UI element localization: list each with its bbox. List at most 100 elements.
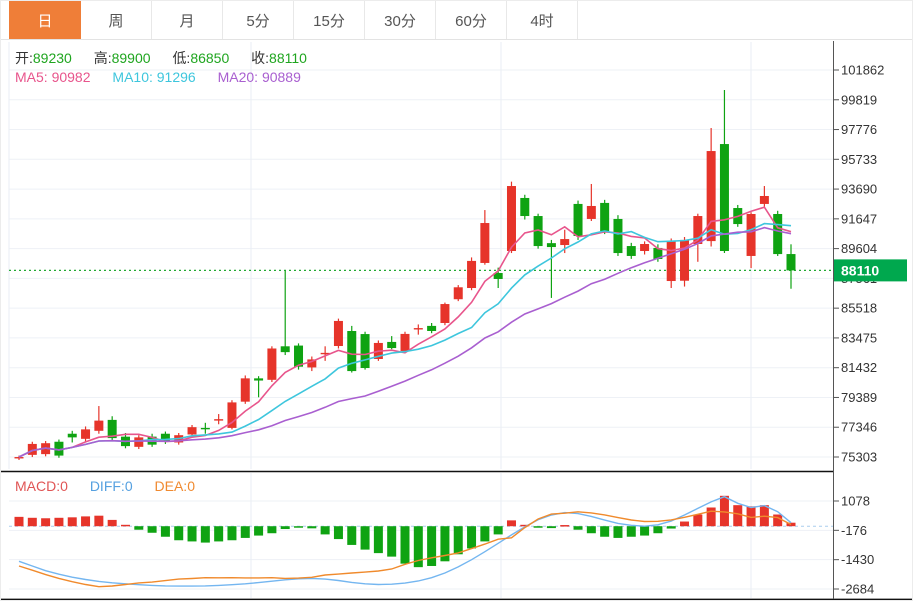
diff-value: 0: [124, 478, 133, 494]
candle-body[interactable]: [54, 441, 64, 456]
candle-body[interactable]: [333, 320, 343, 347]
candles[interactable]: [14, 89, 796, 460]
candle-body[interactable]: [240, 378, 250, 402]
candle-body[interactable]: [586, 205, 596, 219]
macd-bar: [360, 526, 370, 550]
tab-30min[interactable]: 30分: [365, 1, 436, 39]
candle-body[interactable]: [560, 239, 570, 246]
candle-body[interactable]: [706, 151, 716, 242]
ma5-value: 90982: [51, 69, 91, 85]
candle-body[interactable]: [267, 348, 277, 380]
candle-body[interactable]: [719, 144, 729, 252]
close-value: 88110: [269, 50, 307, 66]
price-tick-label: 77346: [841, 420, 877, 435]
candle-body[interactable]: [200, 427, 210, 430]
macd-bar: [440, 526, 450, 562]
candle-body[interactable]: [533, 216, 543, 247]
macd-bar: [373, 526, 383, 554]
candle-body[interactable]: [227, 402, 237, 428]
price-tick-label: 91647: [841, 211, 877, 226]
macd-bar: [467, 526, 477, 549]
candle-body[interactable]: [680, 239, 690, 281]
y-axis-labels: 1018629981997776957339369091647896048756…: [833, 63, 884, 597]
candle-body[interactable]: [666, 240, 676, 282]
candle-body[interactable]: [693, 216, 703, 245]
candle-body[interactable]: [360, 334, 370, 369]
low-label: 低:: [172, 50, 191, 66]
current-price-badge-text: 88110: [841, 262, 879, 278]
tab-60min[interactable]: 60分: [436, 1, 507, 39]
diff-line: [18, 495, 792, 587]
macd-bar: [613, 526, 623, 538]
diff-label: DIFF:: [89, 478, 125, 494]
candle-body[interactable]: [280, 346, 290, 353]
price-tick-label: 85518: [841, 301, 877, 316]
macd-bar: [240, 526, 250, 538]
tab-5min[interactable]: 5分: [223, 1, 294, 39]
candle-body[interactable]: [467, 260, 477, 289]
macd-bar: [227, 526, 237, 541]
macd-bar: [307, 526, 317, 529]
candle-body[interactable]: [347, 331, 357, 372]
candle-body[interactable]: [626, 246, 636, 256]
ma5-label: MA5:: [15, 69, 48, 85]
candle-body[interactable]: [440, 304, 450, 323]
dea-label: DEA:: [154, 478, 188, 494]
candle-body[interactable]: [453, 287, 463, 300]
candle-body[interactable]: [413, 328, 423, 330]
candle-body[interactable]: [546, 243, 556, 248]
candle-body[interactable]: [640, 244, 650, 252]
macd-bar: [254, 526, 264, 536]
candle-body[interactable]: [613, 218, 623, 254]
candle-body[interactable]: [653, 247, 663, 260]
macd-bar: [773, 514, 783, 527]
price-tick-label: 99819: [841, 92, 877, 107]
candle-body[interactable]: [254, 378, 264, 381]
macd-bar: [107, 519, 117, 527]
candle-body[interactable]: [27, 443, 37, 455]
candle-body[interactable]: [134, 437, 144, 447]
tab-4hour[interactable]: 4时: [507, 1, 578, 39]
candle-body[interactable]: [160, 433, 170, 442]
candle-body[interactable]: [187, 427, 197, 435]
candle-body[interactable]: [107, 419, 117, 439]
macd-bar: [640, 526, 650, 536]
candle-body[interactable]: [506, 186, 516, 252]
candle-body[interactable]: [67, 433, 77, 438]
candle-body[interactable]: [81, 429, 91, 439]
macd-tick-label: 1078: [841, 494, 870, 509]
candle-body[interactable]: [400, 333, 410, 351]
tab-day[interactable]: 日: [9, 1, 81, 39]
macd-bar: [693, 514, 703, 527]
macd-bar: [573, 526, 583, 530]
candle-body[interactable]: [746, 213, 756, 256]
candle-body[interactable]: [773, 213, 783, 255]
ma20-label: MA20:: [217, 69, 259, 85]
candle-body[interactable]: [307, 359, 317, 368]
macd-bar: [27, 517, 37, 527]
tab-15min[interactable]: 15分: [294, 1, 365, 39]
macd-bar: [267, 526, 277, 534]
candle-body[interactable]: [493, 273, 503, 279]
candle-body[interactable]: [14, 457, 24, 459]
macd-bar: [41, 518, 51, 527]
candle-body[interactable]: [427, 325, 437, 332]
candle-body[interactable]: [387, 341, 397, 349]
candle-body[interactable]: [294, 345, 304, 367]
candle-body[interactable]: [759, 195, 769, 204]
candle-body[interactable]: [214, 419, 224, 421]
macd-bar: [453, 526, 463, 555]
candle-body[interactable]: [320, 352, 330, 355]
candle-body[interactable]: [573, 203, 583, 236]
dea-value: 0: [187, 478, 195, 494]
macd-bar: [506, 520, 516, 527]
candle-body[interactable]: [520, 197, 530, 217]
candle-body[interactable]: [600, 202, 610, 232]
candle-body[interactable]: [786, 254, 796, 271]
candle-body[interactable]: [480, 223, 490, 263]
candle-body[interactable]: [94, 420, 104, 431]
tab-month[interactable]: 月: [152, 1, 223, 39]
tab-week[interactable]: 周: [81, 1, 152, 39]
macd-bar: [626, 526, 636, 537]
